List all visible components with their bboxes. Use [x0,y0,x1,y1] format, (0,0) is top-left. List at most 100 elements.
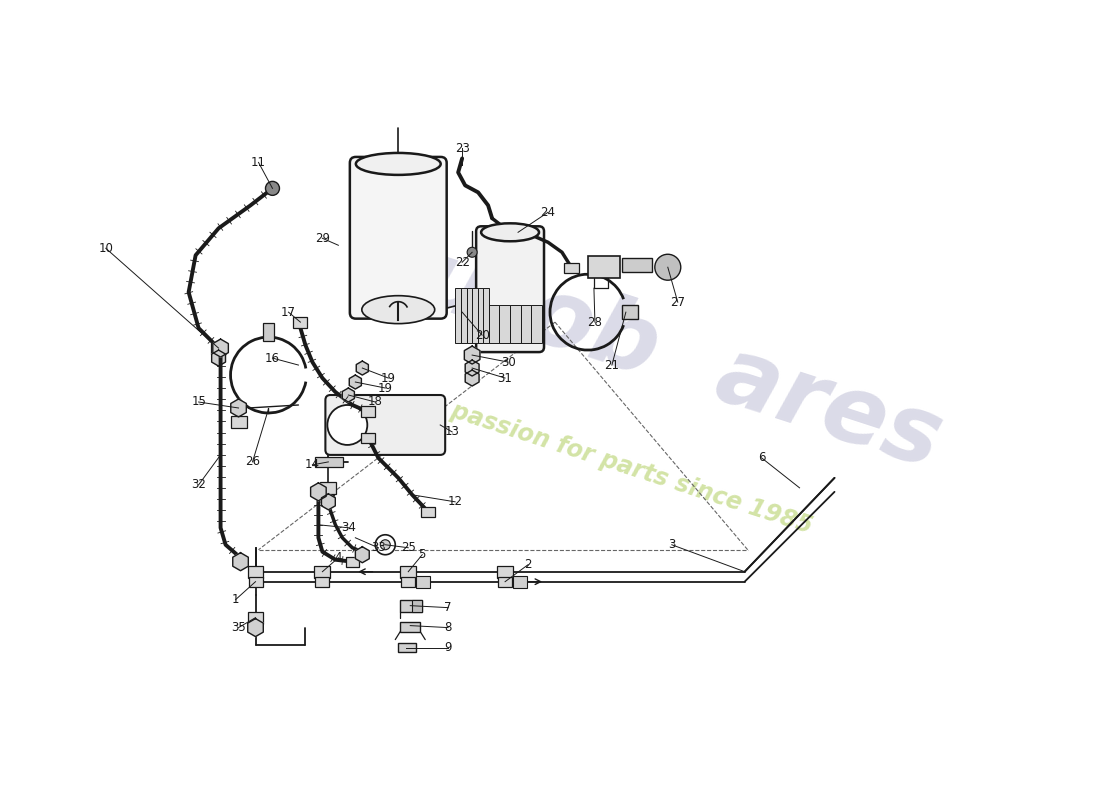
Polygon shape [233,553,249,570]
Text: 31: 31 [497,371,513,385]
Bar [361,406,375,418]
Bar [400,566,416,578]
Bar [483,288,488,342]
Polygon shape [321,494,336,510]
Text: 19: 19 [377,382,393,394]
Text: 5: 5 [418,548,426,562]
Polygon shape [212,339,229,357]
Bar [320,482,337,494]
Text: 6: 6 [758,451,766,464]
FancyBboxPatch shape [476,226,544,352]
Circle shape [328,405,367,445]
Bar [455,288,461,342]
Text: 22: 22 [454,256,470,269]
Polygon shape [464,346,480,364]
Polygon shape [231,399,246,417]
Text: 28: 28 [587,316,603,329]
Bar [231,416,246,428]
Polygon shape [355,546,370,562]
Bar [263,323,275,341]
Bar [249,577,263,586]
Text: 15: 15 [191,395,206,409]
Bar [361,433,375,443]
Polygon shape [211,350,226,366]
Text: a passion for parts since 1985: a passion for parts since 1985 [425,391,815,538]
Bar [315,566,330,578]
Text: 12: 12 [448,495,463,508]
Text: 27: 27 [670,296,685,309]
Text: 3: 3 [668,538,675,551]
Text: 32: 32 [191,478,206,491]
Text: 29: 29 [315,232,330,245]
Bar [416,576,430,588]
Text: 16: 16 [265,351,280,365]
Bar [513,576,527,588]
Bar [412,600,422,612]
Text: 1: 1 [232,593,240,606]
Bar [322,495,334,505]
Text: 23: 23 [454,142,470,155]
Text: 17: 17 [280,306,296,318]
Circle shape [265,182,279,195]
Text: 2: 2 [525,558,531,571]
Bar [398,642,416,651]
Circle shape [654,254,681,280]
FancyBboxPatch shape [326,395,446,455]
Circle shape [381,540,390,550]
Text: 9: 9 [444,641,452,654]
Bar [498,577,513,586]
Text: 13: 13 [444,426,460,438]
Text: 11: 11 [251,156,266,169]
Bar [461,288,466,342]
Text: 34: 34 [341,522,355,534]
Bar [211,342,227,354]
Bar [499,305,510,343]
Bar [466,288,472,342]
Polygon shape [356,361,369,375]
Bar [402,577,415,586]
Ellipse shape [362,296,435,324]
Bar [248,566,264,578]
Text: eurob  ares: eurob ares [346,213,953,488]
Bar [621,305,638,319]
Text: 24: 24 [540,206,556,219]
FancyBboxPatch shape [350,157,447,318]
Text: 19: 19 [381,371,396,385]
Bar [520,305,531,343]
Polygon shape [248,618,263,637]
Bar [316,577,329,586]
Bar [488,305,499,343]
Text: 20: 20 [475,329,490,342]
Polygon shape [350,375,362,389]
Bar [477,288,483,342]
Polygon shape [310,483,327,501]
Bar [421,507,436,517]
Polygon shape [465,370,480,386]
Bar [472,288,477,342]
Bar [478,305,488,343]
Text: 8: 8 [444,621,452,634]
Bar [400,622,420,631]
Bar [316,457,343,467]
Text: 14: 14 [305,458,320,471]
Polygon shape [465,360,480,376]
Bar [587,256,620,278]
Ellipse shape [481,223,539,242]
Bar [564,263,580,274]
Bar [531,305,542,343]
Text: 30: 30 [500,355,516,369]
Polygon shape [342,388,354,402]
Text: 35: 35 [231,621,246,634]
Circle shape [375,534,395,554]
Text: 26: 26 [245,455,260,468]
Text: 10: 10 [98,242,113,254]
Text: 21: 21 [604,358,619,371]
Circle shape [468,247,477,258]
Text: 33: 33 [371,542,386,554]
Bar [497,566,513,578]
Text: 7: 7 [444,601,452,614]
Bar [400,600,422,612]
Bar [248,612,264,624]
Bar [294,317,307,328]
Text: 4: 4 [334,551,342,564]
